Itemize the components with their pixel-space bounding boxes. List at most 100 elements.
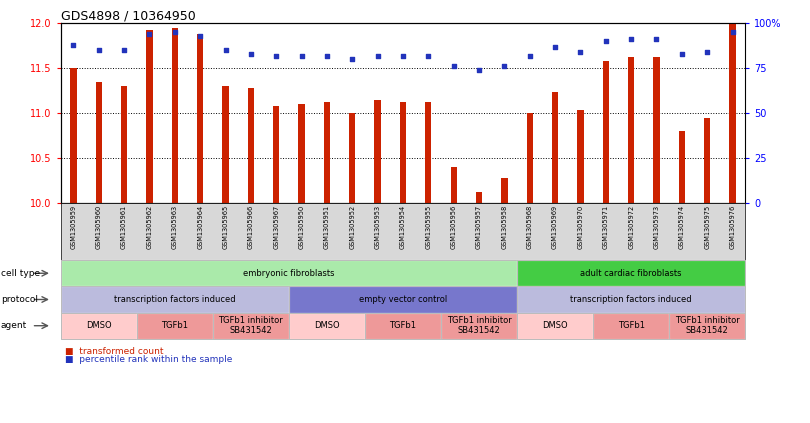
Text: GSM1305955: GSM1305955 bbox=[425, 205, 432, 250]
Point bbox=[548, 43, 561, 50]
Point bbox=[447, 63, 460, 70]
Text: transcription factors induced: transcription factors induced bbox=[114, 295, 236, 304]
Text: agent: agent bbox=[1, 321, 27, 330]
Point bbox=[168, 29, 181, 36]
Bar bbox=[704, 118, 710, 203]
Bar bbox=[121, 86, 127, 203]
Point bbox=[371, 52, 384, 59]
Text: GSM1305975: GSM1305975 bbox=[704, 205, 710, 250]
Point bbox=[117, 47, 130, 54]
Bar bbox=[223, 86, 228, 203]
Text: GSM1305963: GSM1305963 bbox=[172, 205, 178, 249]
Bar bbox=[475, 192, 482, 203]
Text: ■  transformed count: ■ transformed count bbox=[65, 347, 164, 356]
Bar bbox=[374, 100, 381, 203]
Text: protocol: protocol bbox=[1, 295, 38, 304]
Bar bbox=[526, 113, 533, 203]
Text: GSM1305958: GSM1305958 bbox=[501, 205, 507, 250]
Text: GSM1305970: GSM1305970 bbox=[578, 205, 583, 250]
Text: TGFb1 inhibitor
SB431542: TGFb1 inhibitor SB431542 bbox=[446, 316, 511, 335]
Text: GSM1305951: GSM1305951 bbox=[324, 205, 330, 249]
Point bbox=[676, 50, 688, 57]
Text: GSM1305968: GSM1305968 bbox=[526, 205, 533, 250]
Point bbox=[422, 52, 435, 59]
Text: GSM1305976: GSM1305976 bbox=[730, 205, 735, 250]
Text: DMSO: DMSO bbox=[542, 321, 568, 330]
Bar bbox=[400, 102, 406, 203]
Text: TGFb1: TGFb1 bbox=[618, 321, 645, 330]
Point bbox=[194, 33, 207, 39]
Text: GSM1305956: GSM1305956 bbox=[450, 205, 457, 250]
Text: transcription factors induced: transcription factors induced bbox=[570, 295, 692, 304]
Bar bbox=[298, 104, 305, 203]
Text: GSM1305952: GSM1305952 bbox=[349, 205, 356, 250]
Bar bbox=[603, 61, 609, 203]
Bar bbox=[273, 106, 279, 203]
Bar bbox=[349, 113, 356, 203]
Point bbox=[498, 63, 511, 70]
Point bbox=[219, 47, 232, 54]
Point bbox=[67, 41, 80, 48]
Text: TGFb1 inhibitor
SB431542: TGFb1 inhibitor SB431542 bbox=[219, 316, 284, 335]
Text: GSM1305953: GSM1305953 bbox=[375, 205, 381, 249]
Text: GSM1305974: GSM1305974 bbox=[679, 205, 684, 250]
Point bbox=[472, 67, 485, 74]
Text: GSM1305954: GSM1305954 bbox=[400, 205, 406, 250]
Point bbox=[321, 52, 334, 59]
Bar bbox=[70, 68, 77, 203]
Text: GSM1305966: GSM1305966 bbox=[248, 205, 254, 250]
Bar bbox=[729, 23, 735, 203]
Bar bbox=[197, 34, 203, 203]
Text: GSM1305969: GSM1305969 bbox=[552, 205, 558, 249]
Bar bbox=[324, 102, 330, 203]
Text: ■  percentile rank within the sample: ■ percentile rank within the sample bbox=[65, 355, 232, 365]
Text: TGFb1 inhibitor
SB431542: TGFb1 inhibitor SB431542 bbox=[675, 316, 740, 335]
Point bbox=[245, 50, 258, 57]
Point bbox=[523, 52, 536, 59]
Point bbox=[701, 49, 714, 55]
Text: GSM1305959: GSM1305959 bbox=[70, 205, 76, 249]
Point bbox=[92, 47, 105, 54]
Point bbox=[270, 52, 283, 59]
Text: GSM1305964: GSM1305964 bbox=[197, 205, 203, 250]
Point bbox=[295, 52, 308, 59]
Point bbox=[599, 38, 612, 45]
Bar bbox=[147, 30, 152, 203]
Point bbox=[397, 52, 409, 59]
Bar bbox=[654, 57, 659, 203]
Point bbox=[726, 29, 739, 36]
Bar bbox=[248, 88, 254, 203]
Text: DMSO: DMSO bbox=[86, 321, 112, 330]
Point bbox=[650, 36, 663, 43]
Bar bbox=[628, 57, 634, 203]
Text: GSM1305971: GSM1305971 bbox=[603, 205, 609, 249]
Bar bbox=[450, 167, 457, 203]
Text: GSM1305962: GSM1305962 bbox=[147, 205, 152, 250]
Text: cell type: cell type bbox=[1, 269, 40, 278]
Bar bbox=[578, 110, 583, 203]
Point bbox=[143, 31, 156, 38]
Text: TGFb1: TGFb1 bbox=[161, 321, 189, 330]
Text: TGFb1: TGFb1 bbox=[390, 321, 416, 330]
Point bbox=[625, 36, 637, 43]
Text: embryonic fibroblasts: embryonic fibroblasts bbox=[243, 269, 335, 278]
Bar bbox=[501, 178, 508, 203]
Text: GDS4898 / 10364950: GDS4898 / 10364950 bbox=[61, 9, 195, 22]
Text: GSM1305957: GSM1305957 bbox=[476, 205, 482, 250]
Text: GSM1305965: GSM1305965 bbox=[223, 205, 228, 250]
Bar bbox=[552, 93, 558, 203]
Text: adult cardiac fibroblasts: adult cardiac fibroblasts bbox=[581, 269, 682, 278]
Text: GSM1305973: GSM1305973 bbox=[654, 205, 659, 249]
Point bbox=[346, 56, 359, 63]
Text: empty vector control: empty vector control bbox=[359, 295, 447, 304]
Text: DMSO: DMSO bbox=[314, 321, 339, 330]
Bar bbox=[679, 131, 685, 203]
Text: GSM1305961: GSM1305961 bbox=[122, 205, 127, 249]
Bar bbox=[425, 102, 432, 203]
Text: GSM1305972: GSM1305972 bbox=[628, 205, 634, 250]
Point bbox=[574, 49, 587, 55]
Text: GSM1305950: GSM1305950 bbox=[299, 205, 305, 250]
Text: GSM1305960: GSM1305960 bbox=[96, 205, 102, 250]
Text: GSM1305967: GSM1305967 bbox=[273, 205, 279, 250]
Bar bbox=[172, 28, 178, 203]
